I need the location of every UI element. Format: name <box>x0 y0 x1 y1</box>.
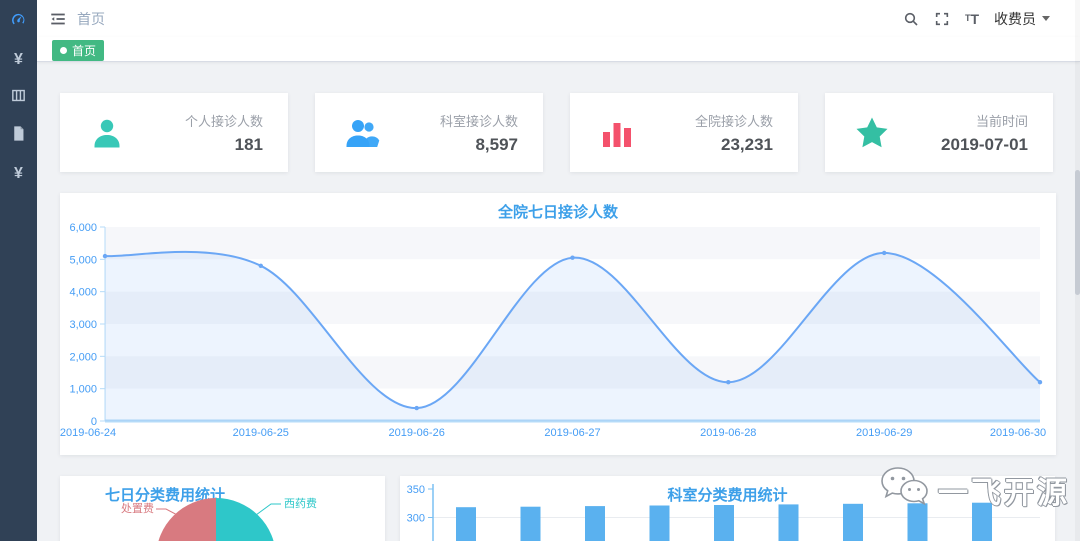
scrollbar-track[interactable] <box>1075 0 1080 541</box>
svg-text:1,000: 1,000 <box>69 384 97 396</box>
tab-home[interactable]: 首页 <box>52 40 105 61</box>
user-icon <box>88 114 126 152</box>
stat-label: 全院接诊人数 <box>694 113 773 129</box>
stat-value: 181 <box>234 134 263 154</box>
chevron-down-icon <box>1042 16 1050 21</box>
svg-text:2019-06-24: 2019-06-24 <box>60 427 116 439</box>
bar-chart-title: 科室分类费用统计 <box>667 487 788 504</box>
sidebar-item-fees[interactable]: ¥ <box>0 155 37 193</box>
stat-card-hospital: 全院接诊人数 23,231 <box>570 93 798 172</box>
svg-text:处置费: 处置费 <box>121 502 154 515</box>
scrollbar-thumb[interactable] <box>1075 170 1080 295</box>
svg-text:2019-06-27: 2019-06-27 <box>544 427 600 439</box>
sidebar-item-records[interactable] <box>0 117 37 155</box>
svg-text:2019-06-29: 2019-06-29 <box>856 427 912 439</box>
sidebar: ¥ ¥ <box>0 0 37 541</box>
username: 收费员 <box>994 10 1036 27</box>
search-icon[interactable] <box>903 11 919 27</box>
sidebar-item-dashboard[interactable] <box>0 3 37 41</box>
users-icon <box>343 114 381 152</box>
active-tab-dot-icon <box>60 47 67 54</box>
tags-bar: 首页 <box>37 37 1080 62</box>
file-icon <box>10 125 27 147</box>
svg-text:2019-06-26: 2019-06-26 <box>389 427 445 439</box>
breadcrumb-item-home[interactable]: 首页 <box>77 10 105 27</box>
breadcrumb[interactable]: 首页 <box>77 9 105 29</box>
line-chart-title: 全院七日接诊人数 <box>497 204 618 221</box>
pie-chart-title: 七日分类费用统计 <box>105 487 226 504</box>
yuan-icon: ¥ <box>14 165 23 182</box>
bar-chart-svg: 350 300 <box>400 476 1055 541</box>
tab-label: 首页 <box>72 44 97 58</box>
columns-icon <box>10 87 27 109</box>
sidebar-item-charge[interactable]: ¥ <box>0 41 37 79</box>
dashboard-icon <box>10 11 27 33</box>
stat-label: 当前时间 <box>975 113 1028 129</box>
svg-text:4,000: 4,000 <box>69 287 97 299</box>
svg-text:350: 350 <box>407 484 425 496</box>
pie-labels-svg: 处置费 西药费 <box>60 476 385 541</box>
line-chart-svg: 6,000 5,000 4,000 3,000 2,000 1,000 0 2019-06-2… <box>60 193 1056 460</box>
hamburger-icon[interactable] <box>37 10 77 28</box>
stat-value: 2019-07-01 <box>941 134 1028 154</box>
svg-text:6,000: 6,000 <box>69 222 97 234</box>
stat-label: 科室接诊人数 <box>439 113 518 129</box>
svg-text:3,000: 3,000 <box>69 319 97 331</box>
bar-chart-card: 科室分类费用统计 350 300 <box>400 476 1055 541</box>
svg-text:2019-06-25: 2019-06-25 <box>233 427 289 439</box>
svg-text:2019-06-28: 2019-06-28 <box>700 427 756 439</box>
svg-text:2019-06-30: 2019-06-30 <box>990 427 1046 439</box>
svg-text:5,000: 5,000 <box>69 254 97 266</box>
stat-card-department: 科室接诊人数 8,597 <box>315 93 543 172</box>
stat-label: 个人接诊人数 <box>184 113 263 129</box>
bar-chart-icon <box>598 114 636 152</box>
stat-value: 8,597 <box>475 134 518 154</box>
pie-chart-card: 七日分类费用统计 处置费 西药费 <box>60 476 385 541</box>
svg-text:2,000: 2,000 <box>69 351 97 363</box>
star-icon <box>853 114 891 152</box>
line-chart-card: 全院七日接诊人数 6,000 5,000 4,000 3,000 2,000 1,000 0… <box>60 193 1056 455</box>
svg-text:0: 0 <box>91 416 97 428</box>
sidebar-item-department[interactable] <box>0 79 37 117</box>
stat-card-date: 当前时间 2019-07-01 <box>825 93 1053 172</box>
stat-card-personal: 个人接诊人数 181 <box>60 93 288 172</box>
yuan-icon: ¥ <box>14 51 23 68</box>
fullscreen-icon[interactable] <box>934 11 950 27</box>
stat-value: 23,231 <box>721 134 773 154</box>
user-dropdown[interactable]: 收费员 <box>994 9 1050 29</box>
svg-text:西药费: 西药费 <box>284 497 317 510</box>
svg-text:300: 300 <box>407 513 425 525</box>
